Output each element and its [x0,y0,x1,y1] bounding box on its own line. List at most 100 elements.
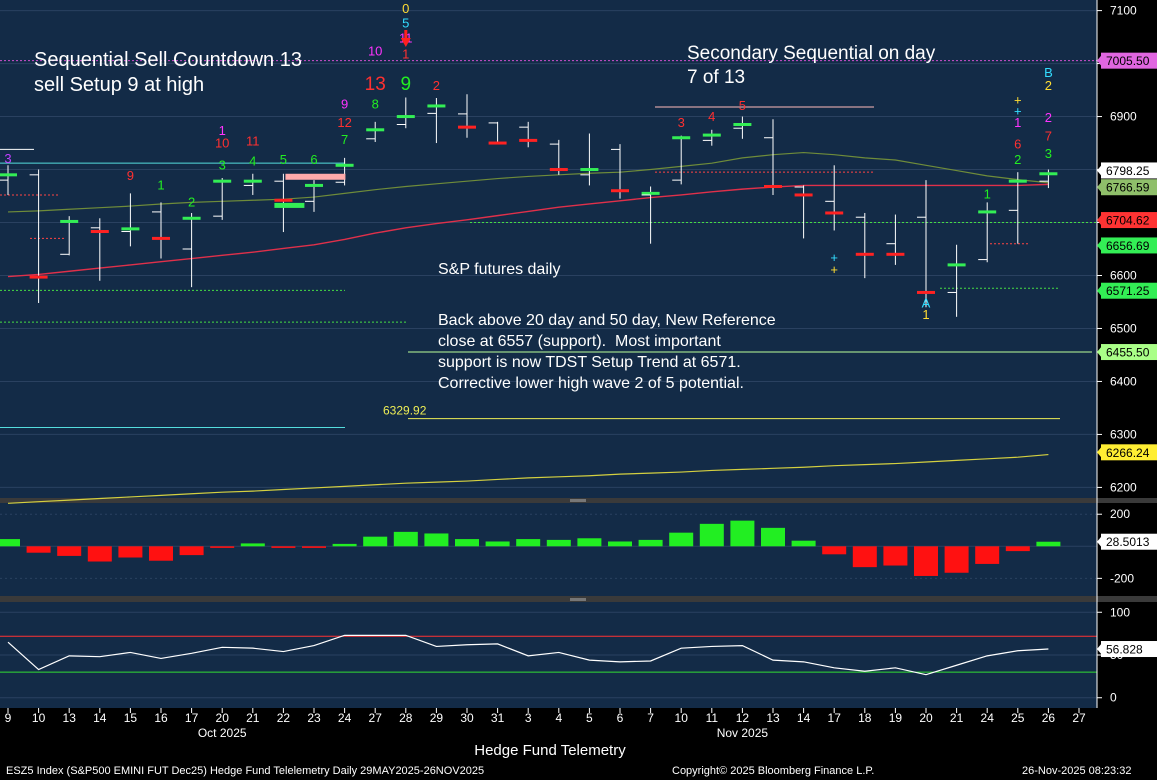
price-tag-bg [1101,179,1157,196]
histogram-bar [577,538,602,547]
histogram-bar [914,546,938,576]
histogram-bar [975,546,1000,564]
x-tick-label: 26 [1042,711,1056,725]
histogram-bar [87,546,112,562]
histogram-bar [608,541,632,547]
x-tick-label: 20 [919,711,933,725]
y-tick-label: 6600 [1110,268,1137,282]
histogram-bar [822,546,847,555]
sequential-count: 12 [337,115,351,130]
sequential-labels: 391231014115671298131091115023451261++37… [4,1,1052,322]
histogram-bar [485,541,510,547]
candle-close-tick [182,216,201,220]
oscillator-tick-label: 0 [1110,691,1117,705]
sequential-count: 11 [246,134,260,149]
oscillator [0,611,1097,699]
sequential-count: 2 [188,195,195,210]
candlesticks [0,94,1058,317]
oscillator-line [7,634,1049,676]
candle-close-tick [274,198,293,202]
sequential-count: + [830,250,838,265]
candle-close-tick [152,236,170,240]
candle-close-tick [366,128,385,132]
histogram-last-value: 28.5013 [1106,535,1150,549]
reference-close-block [285,173,346,180]
histogram-bar [883,546,908,566]
candle-close-tick [978,210,997,214]
candle-close-tick [121,227,140,231]
histogram-last-value-bg [1101,533,1157,550]
x-tick-label: 27 [1072,711,1086,725]
price-tag: 6656.69 [1106,239,1150,253]
y-tick-label: 7100 [1110,4,1137,18]
sequential-count: 2 [1045,78,1052,93]
histogram-bars [0,513,1097,579]
candle-close-tick [396,115,415,119]
sequential-count: 2 [433,78,440,93]
price-tag-bg [1101,444,1157,461]
histogram-bar [332,543,357,547]
green-block [274,202,305,208]
price-tag: 6266.24 [1106,446,1150,460]
price-tag-bg [1101,52,1157,69]
price-tag-pointer [1097,346,1102,359]
price-tag: 6798.25 [1106,164,1150,178]
x-tick-label: 10 [32,711,46,725]
candle-close-tick [580,168,599,172]
histogram-bar [424,533,449,547]
x-tick-label: 17 [185,711,199,725]
x-tick-label: 14 [797,711,811,725]
histogram-bar [271,546,296,548]
candle-close-tick [335,163,354,167]
histogram-bar [699,523,724,547]
x-tick-label: 5 [586,711,593,725]
sell-arrow-stem [404,30,408,38]
x-tick-label: 10 [675,711,689,725]
x-tick-label: 24 [338,711,352,725]
sequential-count: 3 [4,151,11,166]
y-tick-label: 6900 [1110,110,1137,124]
level-6329-label: 6329.92 [383,404,427,418]
sequential-count: 10 [368,44,382,59]
sequential-count: 5 [402,16,409,31]
histogram-bar [761,527,785,547]
annotation-secondary: Secondary Sequential on day 7 of 13 [687,43,936,88]
x-tick-label: 12 [736,711,750,725]
y-tick-label: 6200 [1110,480,1137,494]
histogram-bar [363,536,388,547]
ma-200-line [7,453,1049,504]
price-tag-pointer [1097,214,1102,227]
y-tick-label: 6500 [1110,321,1137,335]
price-tag-bg [1101,344,1157,361]
price-tag-pointer [1097,446,1102,459]
x-tick-label: 17 [828,711,842,725]
candle-close-tick [917,290,935,294]
candle-close-tick [488,141,507,145]
chart-title: S&P futures daily [438,261,561,278]
x-tick-label: 7 [647,711,654,725]
sequential-count: 7 [341,132,348,147]
candle-close-tick [794,193,813,197]
candle-close-tick [641,191,660,195]
x-tick-label: 25 [1011,711,1025,725]
sequential-count: 1 [1014,115,1021,130]
histogram-bar [546,539,571,547]
candle-close-tick [947,263,966,267]
month-label: Nov 2025 [717,726,769,740]
x-tick-label: 15 [124,711,138,725]
candle-close-tick [825,211,844,215]
histogram-bar [393,531,418,547]
y-tick-label: 6400 [1110,374,1137,388]
candle-close-tick [1008,179,1027,183]
histogram-bar [852,546,877,568]
candle-close-tick [672,136,691,140]
x-tick-label: 24 [981,711,995,725]
candle-close-tick [733,123,752,126]
price-tag: 6704.62 [1106,214,1150,228]
histogram-bar [179,546,204,556]
x-tick-label: 4 [555,711,562,725]
sequential-count: 5 [280,152,287,167]
candle-close-tick [427,104,446,108]
sequential-count: 8 [372,97,379,112]
ma-20-line [7,183,1049,278]
